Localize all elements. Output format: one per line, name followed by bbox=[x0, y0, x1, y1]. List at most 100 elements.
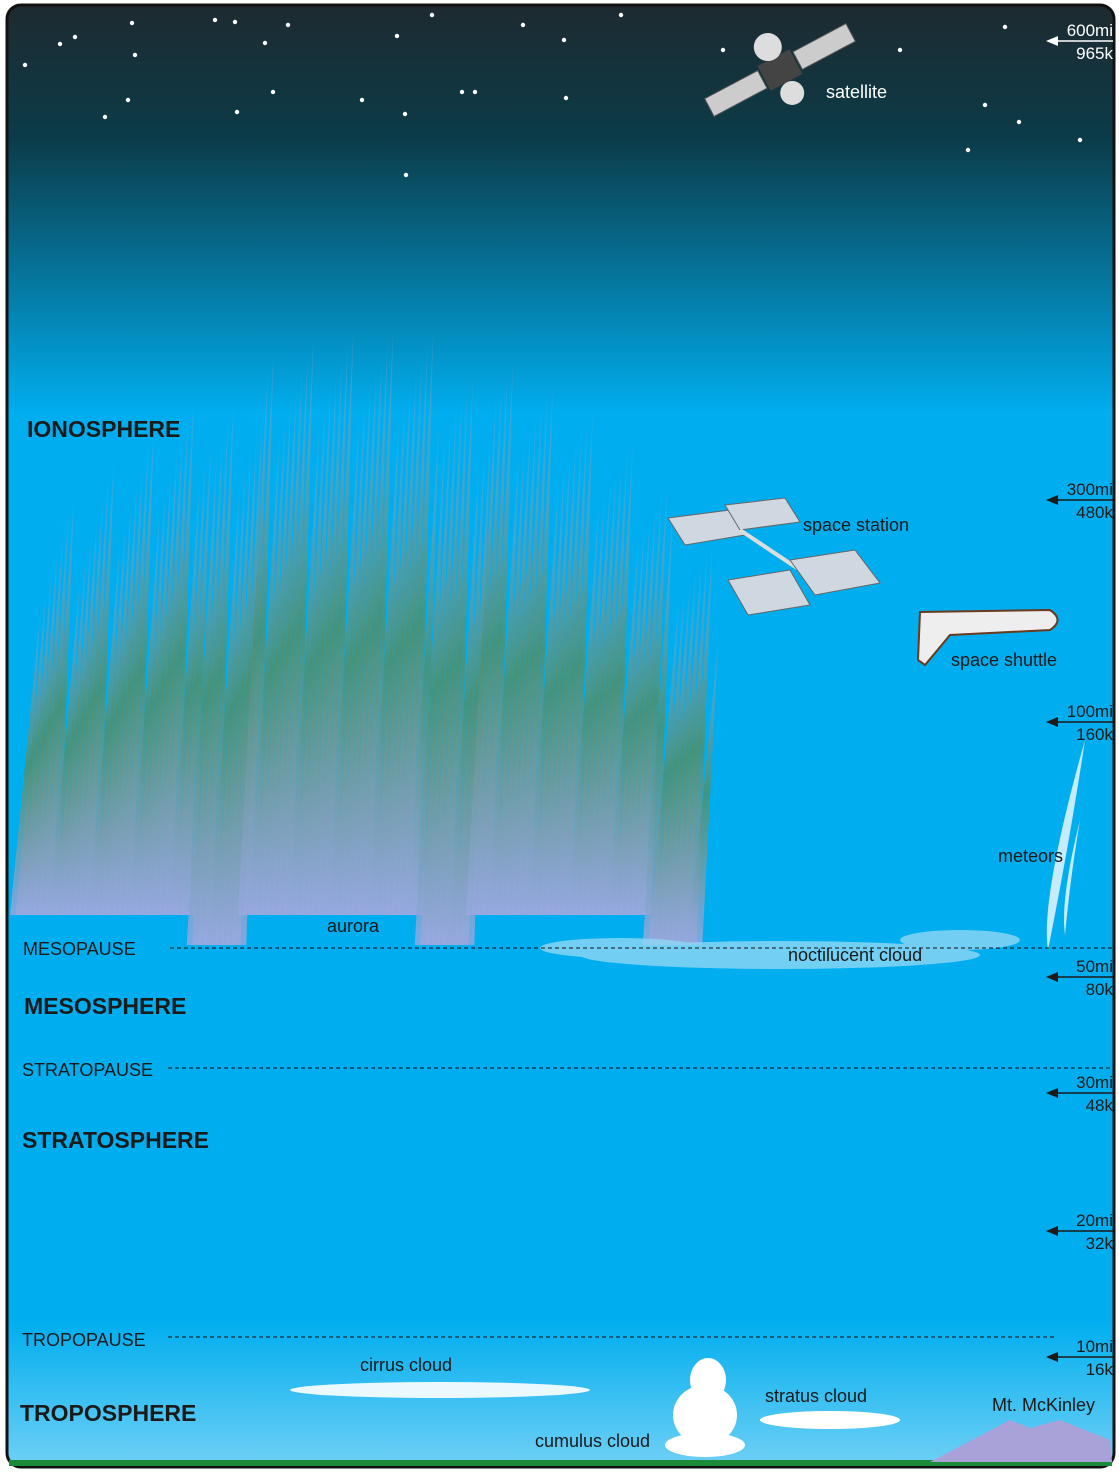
aurora-ray bbox=[106, 483, 137, 915]
satellite-icon bbox=[703, 22, 857, 118]
aurora-ray bbox=[500, 429, 531, 915]
aurora-ray bbox=[637, 488, 667, 915]
aurora-ray bbox=[129, 510, 160, 915]
arrow-head bbox=[1046, 495, 1058, 505]
aurora-ray bbox=[602, 443, 633, 915]
aurora-ray bbox=[192, 436, 223, 945]
aurora-ray bbox=[135, 491, 166, 915]
aurora-ray bbox=[403, 330, 434, 915]
star bbox=[402, 111, 408, 117]
aurora-ray bbox=[215, 468, 246, 945]
arrow-head bbox=[1046, 36, 1058, 46]
altitude-km: 965k bbox=[1076, 44, 1113, 63]
aurora-ray bbox=[32, 534, 63, 915]
star bbox=[262, 40, 268, 46]
star bbox=[359, 97, 365, 103]
altitude-km: 480k bbox=[1076, 503, 1113, 522]
aurora-ray bbox=[260, 402, 291, 915]
altitude-km: 160k bbox=[1076, 725, 1113, 744]
star bbox=[57, 41, 63, 47]
aurora-ray bbox=[272, 368, 303, 915]
altitude-miles: 600mi bbox=[1067, 21, 1113, 40]
aurora-ray bbox=[676, 554, 707, 945]
aurora-ray bbox=[648, 603, 679, 945]
star bbox=[429, 12, 435, 18]
aurora-ray bbox=[95, 523, 126, 915]
aurora-ray bbox=[454, 451, 485, 945]
object-label: cirrus cloud bbox=[360, 1355, 452, 1375]
object-label: stratus cloud bbox=[765, 1386, 867, 1406]
star bbox=[520, 22, 526, 28]
altitude-markers: 600mi 965k 300mi 480k 100mi 160k 50mi 80k 30mi 48… bbox=[1046, 21, 1113, 1379]
aurora-ray bbox=[124, 425, 154, 915]
aurora-ray bbox=[688, 639, 719, 945]
aurora-ray bbox=[443, 372, 474, 945]
aurora-ray bbox=[152, 433, 183, 915]
star bbox=[563, 95, 569, 101]
aurora-ray bbox=[580, 485, 610, 915]
aurora-ray bbox=[220, 450, 251, 945]
aurora-ray bbox=[72, 498, 103, 915]
aurora-ray bbox=[614, 528, 645, 915]
star bbox=[132, 52, 138, 58]
object-label: Mt. McKinley bbox=[992, 1395, 1095, 1415]
star bbox=[965, 147, 971, 153]
boundary-label: MESOPAUSE bbox=[23, 939, 136, 959]
aurora-ray bbox=[523, 383, 553, 916]
aurora-ray bbox=[654, 593, 685, 945]
aurora-ray bbox=[409, 421, 439, 915]
aurora-ray bbox=[67, 518, 97, 915]
aurora-ray bbox=[597, 453, 628, 915]
cirrus-cloud-shape bbox=[290, 1382, 590, 1398]
aurora-ray bbox=[10, 615, 40, 915]
aurora-ray bbox=[494, 441, 525, 915]
star bbox=[72, 34, 78, 40]
aurora-ray bbox=[431, 398, 462, 945]
aurora-ray bbox=[551, 433, 582, 915]
aurora-ray bbox=[659, 583, 690, 945]
altitude-km: 48k bbox=[1086, 1096, 1114, 1115]
aurora-ray bbox=[534, 466, 565, 915]
object-label: satellite bbox=[826, 82, 887, 102]
star bbox=[618, 12, 624, 18]
arrow-head bbox=[1046, 717, 1058, 727]
aurora-ray bbox=[397, 344, 428, 915]
aurora-ray bbox=[505, 417, 536, 915]
meteor-trails bbox=[1046, 740, 1085, 950]
aurora-ray bbox=[15, 594, 46, 915]
aurora-ray bbox=[146, 452, 177, 915]
aurora-ray bbox=[55, 558, 86, 915]
star bbox=[561, 37, 567, 43]
aurora-ray bbox=[574, 495, 605, 915]
arrow-head bbox=[1046, 1226, 1058, 1236]
aurora-ray bbox=[591, 464, 622, 915]
aurora-ray bbox=[89, 543, 120, 915]
aurora-ray bbox=[329, 416, 360, 915]
altitude-miles: 100mi bbox=[1067, 702, 1113, 721]
layer-label: IONOSPHERE bbox=[27, 416, 180, 442]
aurora-ray bbox=[38, 513, 69, 915]
mountain bbox=[930, 1420, 1112, 1462]
star bbox=[1016, 119, 1022, 125]
aurora-ray bbox=[78, 478, 109, 915]
aurora-ray bbox=[340, 385, 371, 916]
aurora-ray bbox=[488, 453, 519, 915]
altitude-miles: 20mi bbox=[1076, 1211, 1113, 1230]
star bbox=[125, 97, 131, 103]
aurora-ray bbox=[49, 578, 80, 915]
aurora-ray bbox=[84, 458, 115, 915]
aurora-ray bbox=[283, 334, 314, 915]
aurora-ray bbox=[27, 554, 58, 915]
layer-label: MESOSPHERE bbox=[24, 993, 186, 1019]
aurora-ray bbox=[386, 372, 417, 915]
aurora-ray bbox=[295, 406, 325, 915]
star bbox=[720, 47, 726, 53]
aurora-ray bbox=[460, 439, 491, 945]
aurora-ray bbox=[312, 358, 343, 916]
aurora-ray bbox=[175, 462, 206, 915]
boundary-label: STRATOPAUSE bbox=[22, 1060, 153, 1080]
aurora-ray bbox=[44, 493, 75, 915]
star bbox=[270, 89, 276, 95]
